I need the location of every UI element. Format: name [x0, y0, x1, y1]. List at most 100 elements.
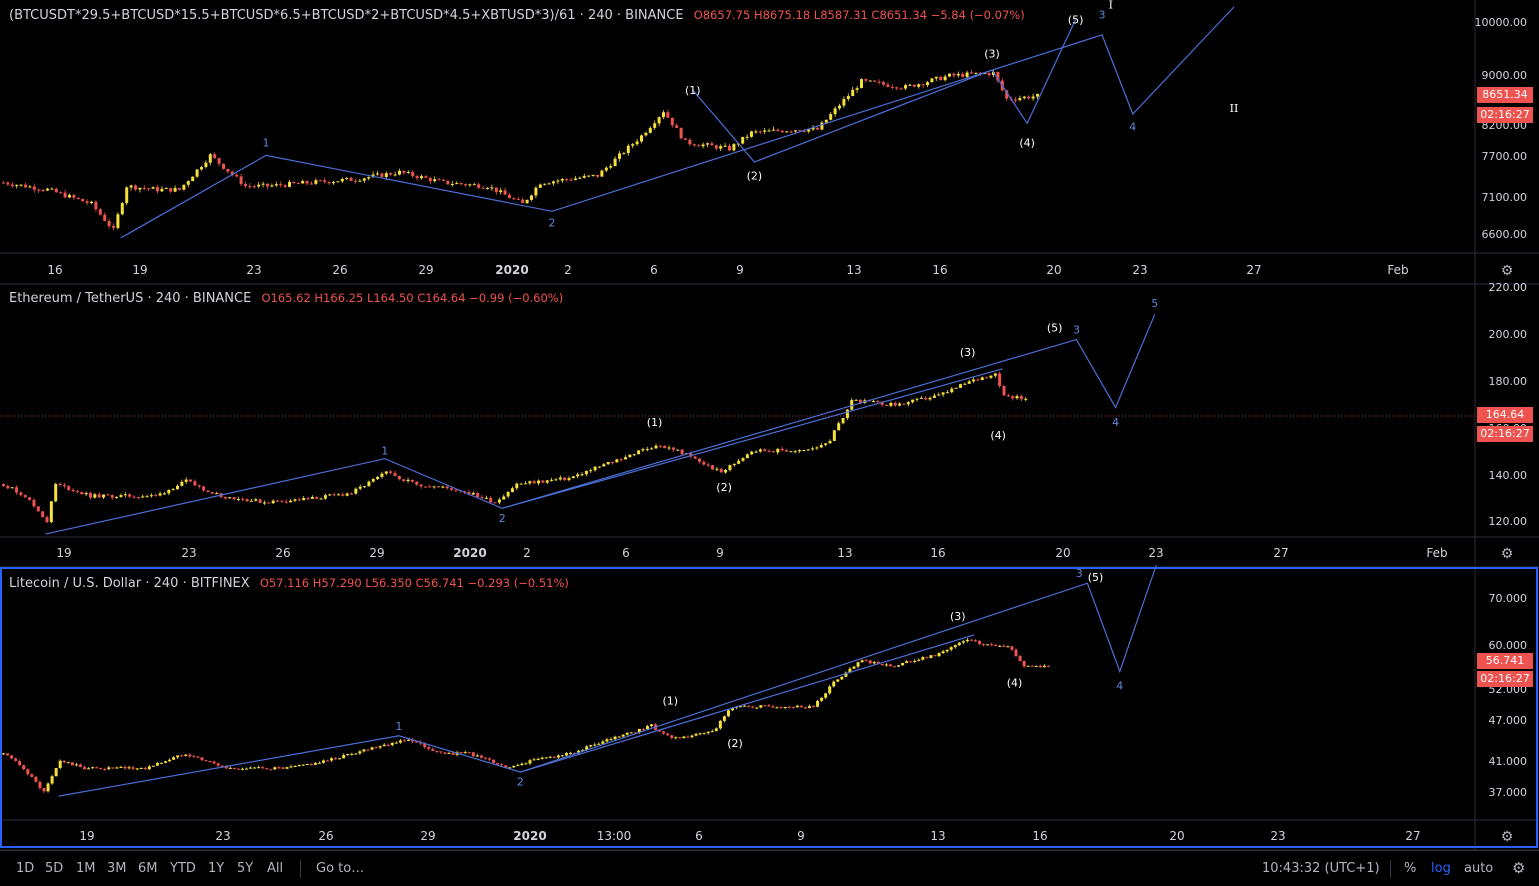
candle-body: [837, 423, 841, 431]
candle-body: [885, 404, 889, 406]
candle-body: [1011, 396, 1015, 399]
candle-body: [363, 486, 367, 488]
candle-body: [215, 493, 219, 495]
candle-body: [937, 653, 941, 657]
candle-body: [472, 184, 476, 186]
candle-body: [274, 184, 278, 186]
candle-body: [537, 480, 541, 484]
candle-body: [860, 79, 863, 89]
candle-body: [112, 226, 115, 228]
range-6m-button[interactable]: 6M: [138, 861, 158, 876]
candle-body: [459, 183, 463, 185]
candle-body: [102, 494, 106, 498]
candle-body: [675, 125, 679, 128]
range-1d-button[interactable]: 1D: [16, 861, 35, 876]
candle-body: [706, 731, 710, 734]
candle-body: [1002, 386, 1006, 396]
candle-body: [142, 187, 146, 189]
candle-body: [789, 451, 793, 453]
candle-body: [745, 454, 749, 459]
candle-body: [494, 187, 498, 193]
pane-1-wave-label: 2: [549, 217, 556, 230]
candle-body: [601, 741, 605, 744]
candle-body: [560, 179, 564, 181]
candle-body: [115, 767, 119, 769]
auto-scale-toggle[interactable]: auto: [1464, 861, 1494, 876]
candle-body: [545, 480, 549, 483]
log-scale-toggle[interactable]: log: [1431, 861, 1451, 876]
candle-body: [767, 130, 771, 132]
pane-3-x-tick: 27: [1405, 829, 1420, 843]
candle-body: [937, 394, 941, 396]
candle-body: [23, 495, 27, 498]
candle-body: [998, 373, 1002, 387]
range-1y-button[interactable]: 1Y: [208, 861, 225, 876]
candle-body: [676, 449, 680, 451]
candle-body: [662, 731, 666, 734]
candle-body: [985, 377, 989, 379]
range-5d-button[interactable]: 5D: [45, 861, 64, 876]
candle-body: [846, 96, 850, 99]
candle-body: [842, 98, 846, 106]
candle-body: [965, 639, 969, 642]
goto-date-button[interactable]: Go to…: [316, 861, 365, 876]
candle-body: [420, 176, 423, 179]
candle-body: [741, 458, 745, 461]
candle-body: [463, 752, 467, 754]
range-ytd-button[interactable]: YTD: [170, 861, 196, 876]
clock-timezone[interactable]: 10:43:32 (UTC+1): [1262, 861, 1380, 876]
candle-body: [617, 736, 621, 738]
candle-body: [1036, 93, 1039, 97]
candle-body: [228, 497, 232, 499]
candle-body: [605, 739, 609, 742]
candle-body: [171, 489, 175, 491]
candle-body: [724, 469, 728, 473]
range-all-button[interactable]: All: [267, 861, 284, 876]
candle-body: [235, 174, 239, 177]
candle-body: [305, 181, 309, 184]
candle-body: [437, 486, 440, 488]
candle-body: [370, 747, 374, 750]
candle-body: [188, 754, 192, 757]
candle-body: [633, 732, 637, 734]
pane-3-y-tick: 47.000: [1489, 714, 1528, 727]
pane-2-x-tick: Feb: [1426, 546, 1447, 560]
candle-body: [49, 501, 53, 523]
candle-body: [249, 767, 253, 769]
candle-body: [1018, 656, 1022, 662]
pane-3-countdown: 02:16:27: [1477, 671, 1533, 687]
candle-body: [743, 705, 747, 707]
candle-body: [145, 496, 149, 498]
candle-body: [698, 458, 701, 462]
settings-gear-icon[interactable]: ⚙: [1512, 859, 1526, 877]
candle-body: [258, 499, 262, 503]
candle-body: [754, 131, 758, 133]
percent-scale-toggle[interactable]: %: [1404, 861, 1417, 876]
range-3m-button[interactable]: 3M: [107, 861, 127, 876]
candle-body: [283, 185, 287, 187]
candle-body: [226, 168, 230, 172]
candle-body: [933, 655, 937, 657]
candle-body: [569, 752, 572, 754]
candle-body: [693, 456, 697, 459]
candle-body: [85, 201, 89, 203]
range-1m-button[interactable]: 1M: [76, 861, 96, 876]
candle-body: [799, 705, 803, 708]
candle-body: [904, 85, 907, 89]
candle-body: [467, 492, 471, 495]
candle-body: [908, 84, 912, 86]
pane-3-wave-label: 3: [1076, 567, 1083, 580]
candle-body: [123, 494, 127, 496]
candle-body: [450, 488, 454, 490]
candle-body: [459, 752, 463, 754]
candle-body: [932, 395, 936, 398]
candle-body: [70, 762, 74, 766]
range-5y-button[interactable]: 5Y: [237, 861, 254, 876]
candle-body: [6, 182, 10, 185]
multi-chart-canvas[interactable]: ⚙⚙⚙10000.009000.008200.007700.007100.006…: [0, 0, 1539, 850]
candle-body: [406, 172, 410, 174]
candle-body: [310, 497, 314, 499]
candle-body: [354, 180, 357, 182]
candle-body: [519, 483, 523, 485]
candle-body: [139, 767, 143, 769]
